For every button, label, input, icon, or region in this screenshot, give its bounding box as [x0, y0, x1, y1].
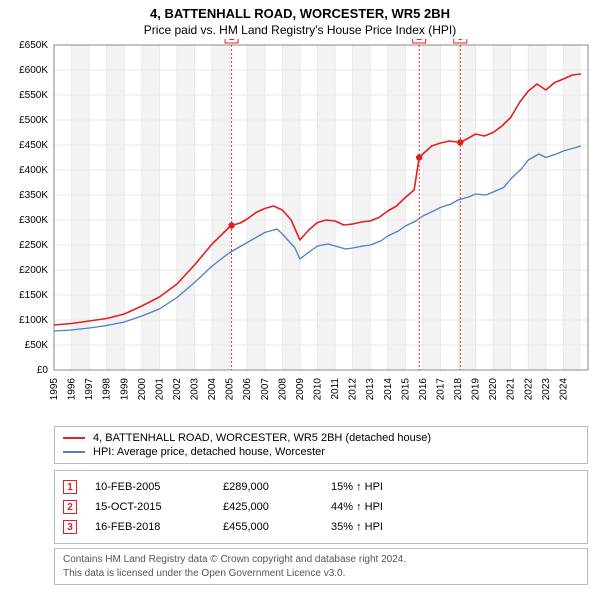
sale-price: £455,000: [223, 521, 313, 533]
svg-text:2022: 2022: [523, 378, 534, 401]
sale-pct-vs-hpi: 44% ↑ HPI: [331, 501, 431, 513]
svg-text:2018: 2018: [453, 378, 464, 401]
sale-price: £289,000: [223, 481, 313, 493]
svg-text:£0: £0: [37, 365, 49, 376]
svg-text:£400K: £400K: [19, 165, 48, 176]
svg-text:2016: 2016: [418, 378, 429, 401]
legend-label-price-paid: 4, BATTENHALL ROAD, WORCESTER, WR5 2BH (…: [93, 432, 431, 444]
svg-text:£200K: £200K: [19, 265, 48, 276]
footer-line: Contains HM Land Registry data © Crown c…: [63, 553, 579, 567]
svg-text:1: 1: [229, 39, 235, 43]
svg-text:£250K: £250K: [19, 240, 48, 251]
svg-text:2020: 2020: [488, 378, 499, 401]
svg-text:2: 2: [416, 39, 422, 43]
sale-row: 3 16-FEB-2018 £455,000 35% ↑ HPI: [63, 517, 579, 537]
svg-text:£500K: £500K: [19, 115, 48, 126]
chart-subtitle: Price paid vs. HM Land Registry's House …: [0, 21, 600, 37]
svg-text:2015: 2015: [400, 378, 411, 401]
svg-text:3: 3: [458, 39, 464, 43]
svg-text:£550K: £550K: [19, 90, 48, 101]
sale-price: £425,000: [223, 501, 313, 513]
sale-row: 1 10-FEB-2005 £289,000 15% ↑ HPI: [63, 477, 579, 497]
svg-text:2006: 2006: [242, 378, 253, 401]
legend-swatch-hpi: [63, 451, 85, 453]
chart-container: 4, BATTENHALL ROAD, WORCESTER, WR5 2BH P…: [0, 0, 600, 585]
legend-box: 4, BATTENHALL ROAD, WORCESTER, WR5 2BH (…: [54, 426, 588, 464]
chart-svg: £0 £50K £100K £150K £200K £250K £300K £350K £400…: [0, 39, 600, 424]
svg-text:£650K: £650K: [19, 40, 48, 51]
sale-pct-vs-hpi: 15% ↑ HPI: [331, 481, 431, 493]
svg-text:2008: 2008: [277, 378, 288, 401]
svg-text:2024: 2024: [558, 378, 569, 401]
footer-attribution: Contains HM Land Registry data © Crown c…: [54, 548, 588, 585]
svg-text:2010: 2010: [312, 378, 323, 401]
svg-text:2013: 2013: [365, 378, 376, 401]
svg-text:2021: 2021: [506, 378, 517, 401]
footer-line: This data is licensed under the Open Gov…: [63, 567, 579, 581]
sale-row: 2 15-OCT-2015 £425,000 44% ↑ HPI: [63, 497, 579, 517]
svg-text:£300K: £300K: [19, 215, 48, 226]
svg-text:£600K: £600K: [19, 65, 48, 76]
sales-table: 1 10-FEB-2005 £289,000 15% ↑ HPI 2 15-OC…: [54, 470, 588, 544]
svg-text:£100K: £100K: [19, 315, 48, 326]
sale-marker-box: 3: [63, 520, 77, 534]
svg-text:£50K: £50K: [25, 340, 49, 351]
chart-title: 4, BATTENHALL ROAD, WORCESTER, WR5 2BH: [0, 6, 600, 21]
sale-marker-box: 1: [63, 480, 77, 494]
svg-text:2012: 2012: [348, 378, 359, 401]
sale-pct-vs-hpi: 35% ↑ HPI: [331, 521, 431, 533]
svg-text:2004: 2004: [207, 378, 218, 401]
svg-text:2023: 2023: [541, 378, 552, 401]
sale-date: 10-FEB-2005: [95, 481, 205, 493]
legend-label-hpi: HPI: Average price, detached house, Worc…: [93, 446, 325, 458]
svg-text:2000: 2000: [137, 378, 148, 401]
svg-text:1999: 1999: [119, 378, 130, 401]
svg-text:2009: 2009: [295, 378, 306, 401]
chart-plot: £0 £50K £100K £150K £200K £250K £300K £350K £400…: [0, 39, 600, 424]
svg-text:2002: 2002: [172, 378, 183, 401]
svg-text:2017: 2017: [435, 378, 446, 401]
legend-item-price-paid: 4, BATTENHALL ROAD, WORCESTER, WR5 2BH (…: [63, 431, 579, 445]
svg-text:£350K: £350K: [19, 190, 48, 201]
svg-text:2014: 2014: [383, 378, 394, 401]
svg-text:2011: 2011: [330, 378, 341, 400]
legend-swatch-price-paid: [63, 437, 85, 439]
svg-text:2019: 2019: [471, 378, 482, 401]
sale-date: 16-FEB-2018: [95, 521, 205, 533]
svg-text:2005: 2005: [225, 378, 236, 401]
svg-text:£450K: £450K: [19, 140, 48, 151]
title-block: 4, BATTENHALL ROAD, WORCESTER, WR5 2BH P…: [0, 0, 600, 39]
legend-item-hpi: HPI: Average price, detached house, Worc…: [63, 445, 579, 459]
svg-text:1996: 1996: [67, 378, 78, 401]
sale-date: 15-OCT-2015: [95, 501, 205, 513]
svg-text:2003: 2003: [190, 378, 201, 401]
svg-text:1995: 1995: [49, 378, 60, 401]
svg-text:2001: 2001: [154, 378, 165, 401]
svg-text:£150K: £150K: [19, 290, 48, 301]
svg-text:1998: 1998: [102, 378, 113, 401]
svg-text:1997: 1997: [84, 378, 95, 401]
sale-marker-box: 2: [63, 500, 77, 514]
svg-text:2007: 2007: [260, 378, 271, 401]
